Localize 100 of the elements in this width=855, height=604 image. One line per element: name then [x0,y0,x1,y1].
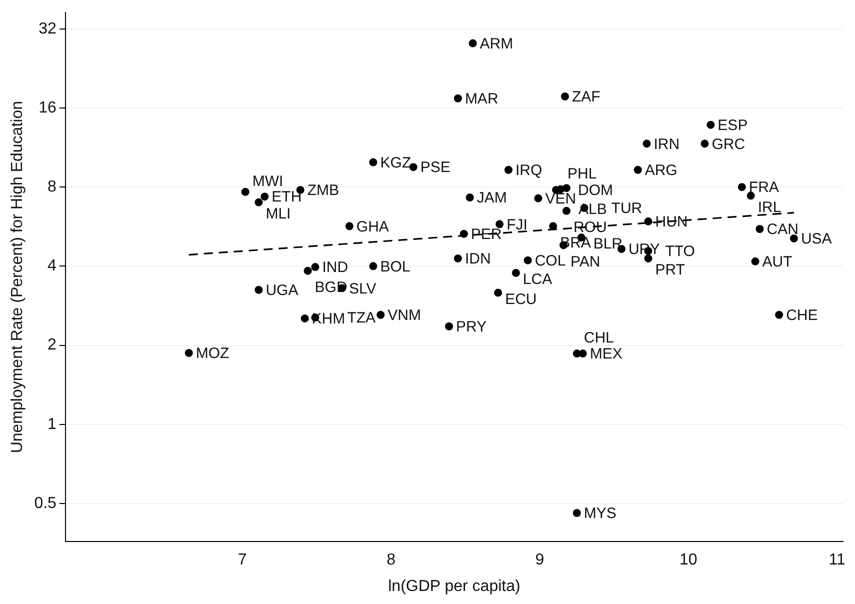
annotation: TTO [665,243,695,260]
x-tick-label: 8 [386,552,396,569]
y-tick-label: 4 [48,258,57,275]
annotation: COL [534,252,566,270]
y-tick-label: 2 [48,336,57,354]
point [241,188,250,196]
point [746,192,755,200]
annotation: ZMB [307,182,340,200]
annotation: BOL [380,258,410,276]
y-tick-label: 1 [48,416,57,433]
point [644,217,652,226]
annotation: ARM [480,35,514,52]
y-tick-label: 16 [38,99,57,116]
x-tick-label: 10 [679,552,698,569]
annotation: MEX [590,346,622,363]
annotation: IDN [464,250,491,268]
y-tick-label: 8 [48,178,57,196]
annotation: ARG [644,162,678,180]
point [706,120,715,129]
point [376,310,385,319]
point [572,508,581,517]
annotation: CHL [584,330,614,347]
point [512,268,520,277]
annotation: PRT [655,262,685,279]
annotation: VEN [545,190,576,208]
annotation: UGA [266,282,298,300]
point [494,288,502,297]
annotation: FRA [748,179,779,196]
x-tick-label: 9 [535,552,544,569]
annotation: IRN [654,136,680,153]
annotation: KGZ [380,154,412,172]
annotation: VNM [388,307,421,324]
annotation: IRQ [515,162,542,180]
point [304,266,312,275]
annotation: MYS [584,505,616,522]
annotation: PRY [456,318,487,336]
point [466,194,474,202]
annotation: ZAF [572,88,600,106]
point [634,166,642,174]
annotation: MLI [266,205,291,222]
point [700,140,709,148]
annotation: IRL [758,198,782,216]
annotation: AUT [762,254,792,271]
point [300,314,309,322]
point [369,262,378,270]
annotation: SLV [348,280,376,298]
point [345,222,354,230]
point [524,256,532,264]
x-tick-label: 7 [238,552,247,569]
point [751,257,760,266]
annotation: ROU [573,219,607,236]
point [311,263,320,272]
x-tick-label: 11 [828,552,846,569]
annotation: ESP [718,116,748,134]
point [738,183,746,192]
annotation: ETH [272,188,302,206]
annotation: PSE [420,159,450,176]
y-tick-label: 32 [38,20,57,38]
annotation: BLR [593,236,623,253]
annotation: CHE [786,307,818,324]
annotation: LCA [522,271,552,288]
point [756,225,764,233]
point [184,348,193,357]
point [534,194,542,202]
annotation: PAN [570,253,600,270]
annotation: PHL [568,165,597,182]
point [369,158,378,166]
annotation: IND [322,259,348,276]
point [445,322,454,330]
point [790,234,798,242]
point [254,286,263,294]
point [454,94,462,102]
annotation: USA [800,230,832,248]
point [572,350,581,358]
point [642,140,651,148]
point [549,222,558,230]
annotation: MAR [464,90,498,108]
annotation: GHA [356,218,389,236]
annotation: DOM [578,182,614,200]
point [504,166,512,174]
point [468,39,477,48]
annotation: FJI [506,216,528,234]
annotation: MWI [252,173,284,190]
point [560,92,569,100]
point [562,206,570,215]
annotation: TZA [347,310,376,327]
y-axis-title: Unemployment Rate (Percent) for High Education [9,101,26,454]
point [562,184,570,192]
point [260,192,269,201]
annotation: GRC [712,136,746,153]
point [460,230,468,238]
point [496,220,504,228]
annotation: ECU [505,290,537,308]
annotation: MOZ [196,345,230,362]
annotation: JAM [476,190,507,207]
y-tick-label: 0.5 [34,494,57,512]
point [254,198,263,206]
point [775,310,784,319]
x-axis-title: ln(GDP per capita) [388,578,520,595]
annotation: CAN [766,221,798,238]
